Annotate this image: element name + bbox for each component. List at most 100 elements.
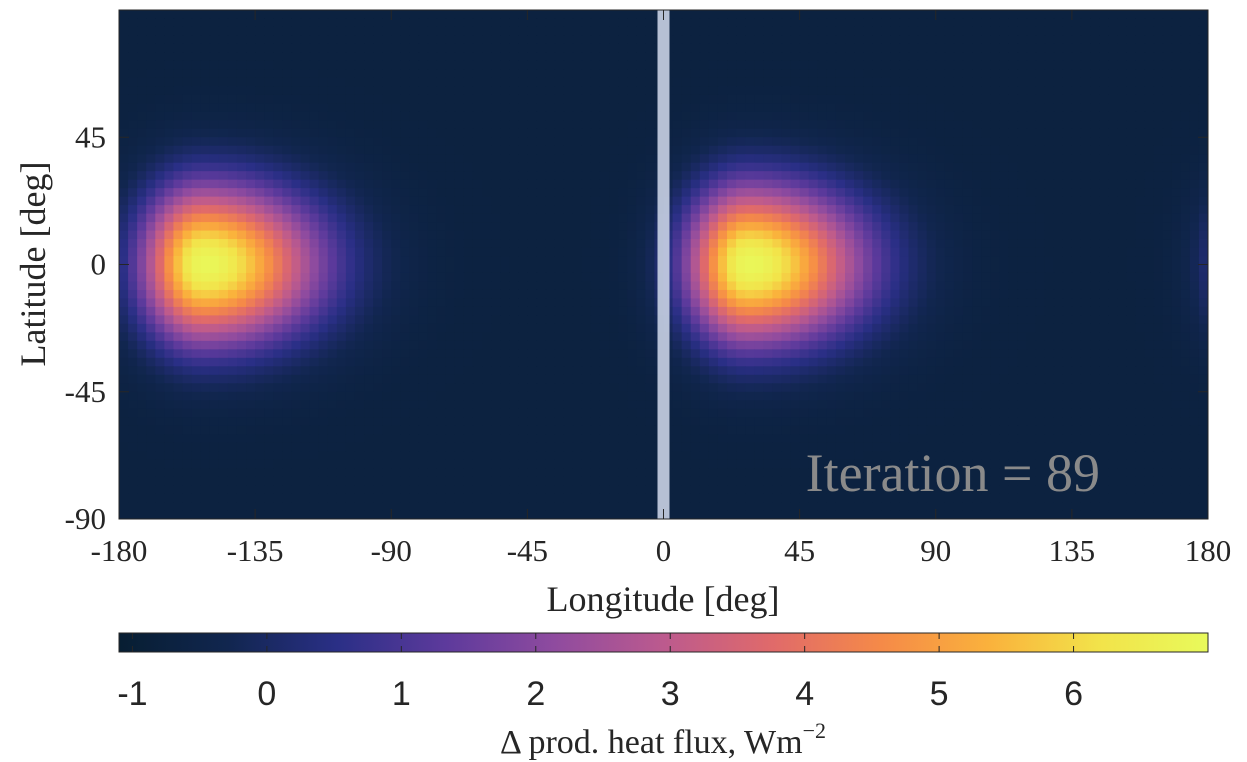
heatmap-cell — [391, 315, 401, 325]
heatmap-cell — [227, 272, 238, 283]
heatmap-cell — [599, 213, 610, 223]
heatmap-cell — [227, 222, 238, 232]
heatmap-cell — [736, 111, 746, 121]
heatmap-cell — [781, 43, 792, 54]
heatmap-cell — [209, 213, 220, 223]
heatmap-cell — [708, 188, 719, 198]
heatmap-cell — [309, 120, 320, 130]
heatmap-cell — [164, 213, 175, 223]
heatmap-cell — [409, 162, 420, 172]
heatmap-cell — [354, 188, 365, 198]
heatmap-cell — [962, 86, 973, 96]
heatmap-cell — [119, 103, 129, 113]
heatmap-cell — [817, 154, 828, 164]
heatmap-cell — [699, 69, 710, 79]
heatmap-cell — [1135, 289, 1146, 300]
heatmap-cell — [218, 222, 229, 232]
heatmap-cell — [1171, 230, 1182, 240]
heatmap-cell — [318, 357, 329, 367]
heatmap-cell — [463, 111, 474, 121]
heatmap-cell — [908, 10, 919, 20]
heatmap-cell — [409, 239, 420, 249]
heatmap-cell — [736, 298, 746, 308]
heatmap-cell — [572, 357, 583, 367]
heatmap-cell — [708, 43, 719, 54]
heatmap-cell — [808, 18, 819, 28]
heatmap-cell — [209, 35, 220, 45]
heatmap-cell — [218, 323, 229, 333]
heatmap-cell — [291, 60, 302, 70]
heatmap-cell — [609, 349, 619, 359]
heatmap-cell — [1099, 26, 1109, 37]
heatmap-cell — [1198, 264, 1208, 274]
heatmap-cell — [1090, 332, 1100, 342]
heatmap-cell — [400, 128, 410, 138]
heatmap-cell — [826, 35, 837, 45]
heatmap-cell — [1099, 323, 1109, 333]
heatmap-cell — [345, 205, 356, 215]
heatmap-cell — [318, 128, 329, 138]
heatmap-cell — [155, 281, 165, 291]
heatmap-cell — [255, 154, 265, 164]
heatmap-cell — [191, 35, 202, 45]
heatmap-cell — [917, 35, 928, 45]
heatmap-cell — [327, 306, 338, 316]
heatmap-cell — [745, 94, 755, 104]
heatmap-cell — [845, 111, 855, 121]
heatmap-cell — [845, 298, 855, 308]
heatmap-cell — [618, 69, 628, 79]
heatmap-cell — [581, 298, 592, 308]
heatmap-cell — [354, 264, 365, 274]
heatmap-cell — [645, 111, 656, 121]
heatmap-cell — [962, 188, 973, 198]
heatmap-cell — [1008, 35, 1019, 45]
heatmap-cell — [255, 188, 265, 198]
heatmap-cell — [291, 18, 302, 28]
heatmap-cell — [1035, 256, 1046, 266]
heatmap-cell — [1126, 60, 1137, 70]
heatmap-cell — [146, 205, 156, 215]
heatmap-cell — [618, 18, 628, 28]
heatmap-cell — [137, 179, 147, 189]
heatmap-cell — [1189, 315, 1200, 325]
heatmap-cell — [808, 239, 819, 249]
heatmap-cell — [745, 103, 755, 113]
heatmap-cell — [364, 323, 374, 333]
heatmap-cell — [345, 323, 356, 333]
heatmap-cell — [1153, 205, 1164, 215]
heatmap-cell — [373, 239, 383, 249]
heatmap-cell — [1026, 35, 1037, 45]
heatmap-cell — [500, 256, 510, 266]
heatmap-cell — [935, 298, 946, 308]
heatmap-cell — [255, 349, 265, 359]
heatmap-cell — [518, 239, 528, 249]
heatmap-cell — [1126, 145, 1137, 155]
heatmap-cell — [173, 222, 184, 232]
heatmap-cell — [881, 239, 891, 249]
heatmap-cell — [509, 120, 519, 130]
heatmap-cell — [618, 77, 628, 87]
heatmap-cell — [309, 60, 320, 70]
heatmap-cell — [191, 298, 202, 308]
heatmap-cell — [391, 86, 401, 96]
heatmap-cell — [182, 86, 193, 96]
heatmap-cell — [590, 357, 601, 367]
heatmap-cell — [436, 205, 447, 215]
heatmap-cell — [590, 77, 601, 87]
heatmap-cell — [799, 357, 810, 367]
heatmap-cell — [454, 205, 465, 215]
heatmap-cell — [1153, 35, 1164, 45]
heatmap-cell — [690, 289, 701, 300]
heatmap-cell — [1053, 154, 1064, 164]
heatmap-cell — [500, 306, 510, 316]
heatmap-cell — [581, 10, 592, 20]
heatmap-cell — [872, 26, 882, 37]
heatmap-cell — [563, 196, 574, 206]
heatmap-cell — [981, 111, 991, 121]
heatmap-cell — [590, 340, 601, 350]
heatmap-cell — [908, 272, 919, 283]
heatmap-cell — [382, 222, 392, 232]
heatmap-cell — [609, 86, 619, 96]
heatmap-cell — [754, 145, 764, 155]
heatmap-cell — [1189, 332, 1200, 342]
